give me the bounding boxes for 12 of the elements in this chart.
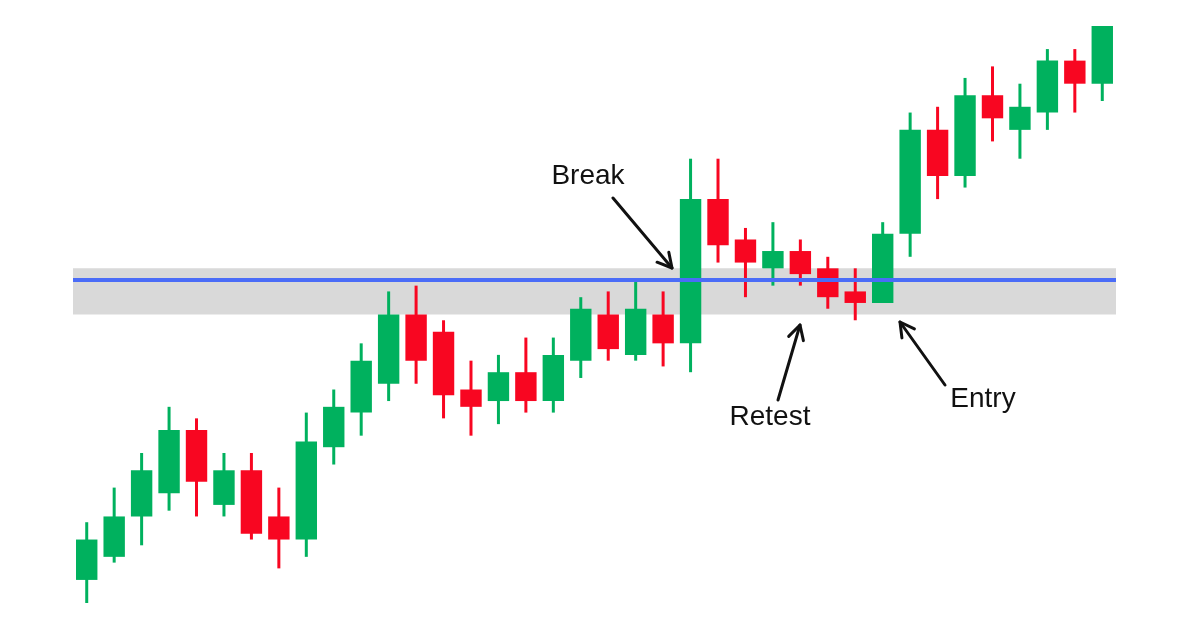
candlestick xyxy=(1009,83,1031,159)
candlestick xyxy=(981,66,1004,142)
candlestick xyxy=(789,239,812,286)
annotation: Break xyxy=(550,158,626,192)
candlestick xyxy=(268,487,290,569)
candlestick xyxy=(844,268,866,321)
candlestick xyxy=(762,222,784,286)
candlestick xyxy=(460,360,482,436)
annotation: Retest xyxy=(728,399,812,433)
annotation: Entry xyxy=(949,381,1017,415)
candlestick xyxy=(734,226,757,299)
candlestick xyxy=(1064,49,1086,113)
